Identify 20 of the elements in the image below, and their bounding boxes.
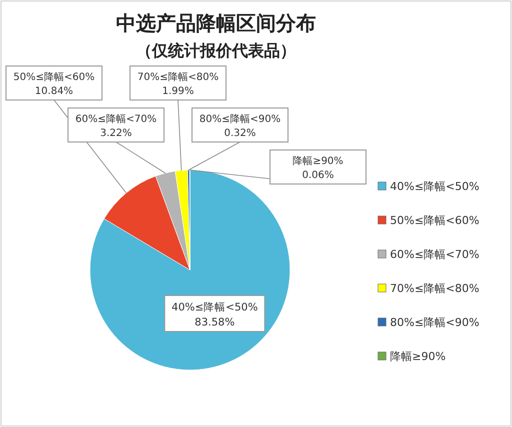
slice-label: 60%≤降幅<70% <box>75 113 157 125</box>
slice-label: 70%≤降幅<80% <box>137 71 219 83</box>
data-label: 83.58% <box>194 316 235 328</box>
legend-label: 40%≤降幅<50% <box>390 180 480 193</box>
data-label: 3.22% <box>100 128 132 139</box>
legend-label: 降幅≥90% <box>390 350 446 363</box>
data-label: 0.32% <box>224 128 256 139</box>
slice-label: 50%≤降幅<60% <box>13 71 95 83</box>
legend-label: 80%≤降幅<90% <box>390 316 480 329</box>
data-label: 0.06% <box>302 170 334 181</box>
legend-label: 60%≤降幅<70% <box>390 248 480 261</box>
data-label: 10.84% <box>34 86 74 97</box>
chart-title: 中选产品降幅区间分布 <box>116 11 316 35</box>
legend-label: 50%≤降幅<60% <box>390 214 480 227</box>
chart-subtitle: （仅统计报价代表品） <box>136 41 296 60</box>
slice-label: 降幅≥90% <box>292 155 344 167</box>
legend-label: 70%≤降幅<80% <box>390 282 480 295</box>
data-label: 1.99% <box>162 86 194 97</box>
slice-label: 80%≤降幅<90% <box>199 113 281 125</box>
slice-label: 40%≤降幅<50% <box>172 301 258 314</box>
